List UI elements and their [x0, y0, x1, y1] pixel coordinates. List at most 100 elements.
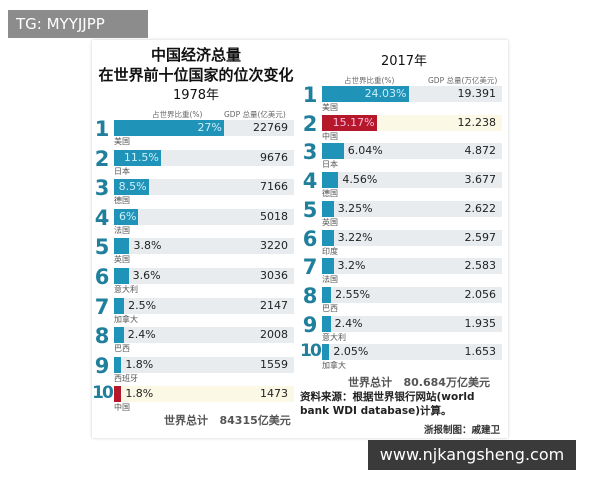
bar-track: 6% 5018 — [114, 208, 294, 225]
share-bar — [114, 356, 122, 373]
rank-number: 9 — [302, 312, 318, 337]
chart-row: 8 2.4% 2008 巴西 — [92, 324, 294, 354]
country-name: 美国 — [114, 137, 130, 146]
gdp-value: 1473 — [260, 387, 288, 401]
chart-row: 2 11.5% 9676 日本 — [92, 146, 294, 176]
gdp-value: 2.056 — [464, 287, 497, 301]
share-bar — [114, 208, 139, 225]
rank-number: 3 — [94, 176, 110, 201]
bar-track: 3.6% 3036 — [114, 268, 294, 284]
country-name: 中国 — [114, 403, 130, 413]
share-bar — [114, 238, 130, 255]
bar-track: 3.22% 2.597 — [322, 229, 502, 246]
share-label: 2.5% — [128, 298, 157, 312]
source-note: 资料来源：根据世界银行网站(world bank WDI database)计算… — [300, 391, 475, 417]
bar-track: 6.04% 4.872 — [322, 143, 502, 160]
gdp-value: 3220 — [260, 239, 288, 253]
chart-row: 9 1.8% 1559 西班牙 — [92, 353, 294, 383]
chart-row: 5 3.25% 2.622 英国 — [300, 198, 502, 227]
chart-row: 4 6% 5018 法国 — [92, 205, 294, 235]
country-name: 巴西 — [114, 344, 130, 354]
rank-number: 3 — [302, 140, 318, 165]
rank-number: 5 — [94, 235, 110, 260]
gdp-value: 2.597 — [464, 230, 497, 244]
country-name: 美国 — [322, 103, 338, 112]
share-bar — [322, 114, 377, 131]
share-label: 11.5% — [123, 150, 159, 164]
share-label: 15.17% — [332, 115, 375, 129]
country-name: 德国 — [114, 196, 130, 206]
share-label: 3.8% — [133, 239, 162, 253]
chart-row: 6 3.6% 3036 意大利 — [92, 265, 294, 294]
gdp-value: 5018 — [260, 209, 288, 223]
title-line2: 在世界前十位国家的位次变化 — [98, 66, 294, 84]
gdp-header-1978: GDP 总量(亿美元) — [224, 110, 286, 119]
bar-track: 27% 22769 — [114, 120, 294, 136]
country-name: 法国 — [114, 225, 130, 235]
total-label: 世界总计 — [164, 414, 208, 427]
chart-row: 5 3.8% 3220 英国 — [92, 235, 294, 264]
share-header-2017: 占世界比重(%) — [344, 76, 395, 85]
chart-row: 7 2.5% 2147 加拿大 — [92, 295, 294, 324]
share-bar — [114, 386, 122, 403]
rank-number: 2 — [94, 146, 110, 171]
watermark-bottom: www.njkangsheng.com — [368, 440, 576, 470]
share-label: 3.6% — [132, 269, 161, 282]
total-value: 80.684万亿美元 — [403, 376, 490, 389]
gdp-value: 7166 — [260, 180, 288, 194]
chart-row: 3 6.04% 4.872 日本 — [300, 140, 502, 169]
year-1978: 1978年 — [172, 88, 220, 103]
bar-track: 2.4% 1.935 — [322, 315, 502, 332]
share-label: 2.4% — [127, 328, 156, 342]
share-label: 3.2% — [337, 259, 366, 273]
share-bar — [114, 327, 124, 344]
bar-track: 11.5% 9676 — [114, 149, 294, 166]
chart-row: 9 2.4% 1.935 意大利 — [300, 312, 502, 342]
share-bar — [114, 149, 161, 166]
chart-row: 8 2.55% 2.056 巴西 — [300, 283, 502, 313]
share-label: 3.22% — [337, 230, 373, 244]
gdp-value: 19.391 — [457, 87, 497, 100]
gdp-value: 1.653 — [464, 345, 497, 359]
share-bar — [322, 86, 409, 102]
year-2017: 2017年 — [380, 54, 428, 69]
rank-number: 4 — [94, 205, 110, 230]
share-header-1978: 占世界比重(%) — [152, 110, 203, 119]
rank-number: 9 — [94, 353, 110, 378]
rank-number: 6 — [94, 265, 110, 289]
rank-number: 2 — [302, 111, 318, 136]
gdp-value: 3036 — [260, 269, 288, 282]
rank-number: 7 — [302, 255, 318, 280]
gdp-value: 22769 — [253, 121, 288, 134]
share-label: 8.5% — [118, 180, 147, 194]
chart-row: 10 2.05% 1.653 加拿大 — [300, 341, 502, 370]
total-1978: 世界总计 84315亿美元 — [164, 412, 291, 428]
country-name: 意大利 — [322, 332, 346, 342]
share-label: 24.03% — [364, 87, 407, 100]
share-bar — [114, 120, 224, 136]
share-bar — [322, 258, 334, 275]
share-label: 2.55% — [335, 287, 371, 301]
gdp-value: 12.238 — [457, 115, 497, 129]
share-label: 1.8% — [125, 387, 154, 401]
rank-number: 8 — [302, 283, 318, 308]
country-name: 英国 — [322, 217, 338, 227]
gdp-value: 2.583 — [464, 259, 497, 273]
gdp-value: 1.935 — [464, 316, 497, 330]
bar-track: 24.03% 19.391 — [322, 86, 502, 102]
bar-track: 2.05% 1.653 — [322, 344, 502, 361]
share-bar — [322, 200, 334, 217]
country-name: 巴西 — [322, 303, 338, 313]
country-name: 西班牙 — [114, 373, 138, 383]
bar-track: 8.5% 7166 — [114, 179, 294, 196]
gdp-value: 2008 — [260, 328, 288, 342]
rank-number: 10 — [92, 383, 114, 404]
gdp-value: 1559 — [260, 357, 288, 371]
chart-row: 1 27% 22769 美国 — [92, 117, 294, 146]
credit: 浙报制图：戚建卫 — [423, 425, 500, 436]
share-bar — [322, 143, 344, 160]
chart-row: 1 24.03% 19.391 美国 — [300, 83, 502, 112]
total-label: 世界总计 — [348, 376, 392, 389]
bar-track: 2.5% 2147 — [114, 297, 294, 314]
chart-row: 2 15.17% 12.238 中国 — [300, 111, 502, 141]
